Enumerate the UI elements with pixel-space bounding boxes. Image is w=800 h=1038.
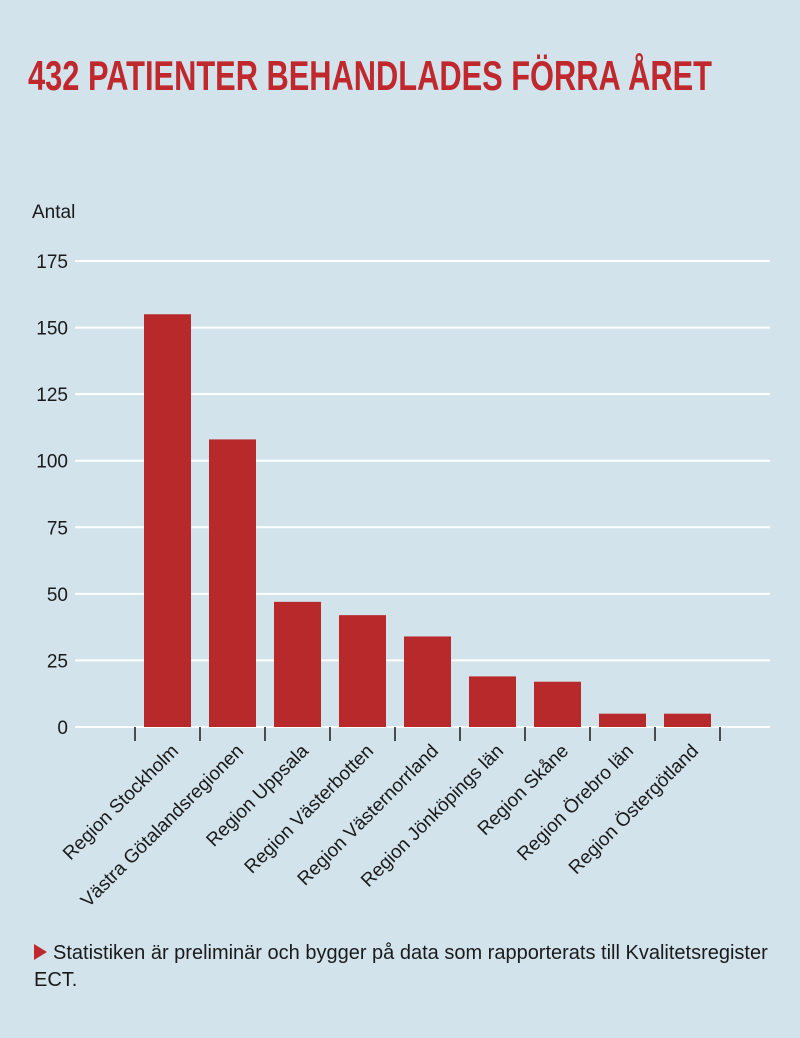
x-tick-label: Region Östergötland xyxy=(565,741,703,879)
bar xyxy=(274,601,321,727)
y-tick-label: 75 xyxy=(47,518,68,539)
chart-title: 432 PATIENTER BEHANDLADES FÖRRA ÅRET xyxy=(28,52,712,99)
y-tick-label: 100 xyxy=(36,452,68,473)
y-tick-label: 50 xyxy=(47,585,68,606)
y-tick-label: 0 xyxy=(57,718,68,739)
y-tick-label: 175 xyxy=(36,252,68,273)
y-tick-label: 150 xyxy=(36,319,68,340)
note-arrow xyxy=(34,944,47,960)
y-tick-label: 125 xyxy=(36,385,68,406)
bar xyxy=(469,676,516,727)
note-text: Statistiken är preliminär och bygger på … xyxy=(34,942,768,991)
bar xyxy=(404,636,451,727)
bar xyxy=(664,713,711,727)
bar xyxy=(209,439,256,727)
x-tick-label: Region Västerbotten xyxy=(241,741,378,878)
x-tick-label: Region Örebro län xyxy=(513,741,638,866)
bar xyxy=(144,314,191,727)
x-tick-label: Region Stockholm xyxy=(59,741,183,865)
footnote: Statistiken är preliminär och bygger på … xyxy=(34,940,774,994)
y-tick-label: 25 xyxy=(47,651,68,672)
bar xyxy=(599,713,646,727)
y-axis-label: Antal xyxy=(32,202,75,223)
bar xyxy=(534,681,581,727)
bar xyxy=(339,615,386,727)
